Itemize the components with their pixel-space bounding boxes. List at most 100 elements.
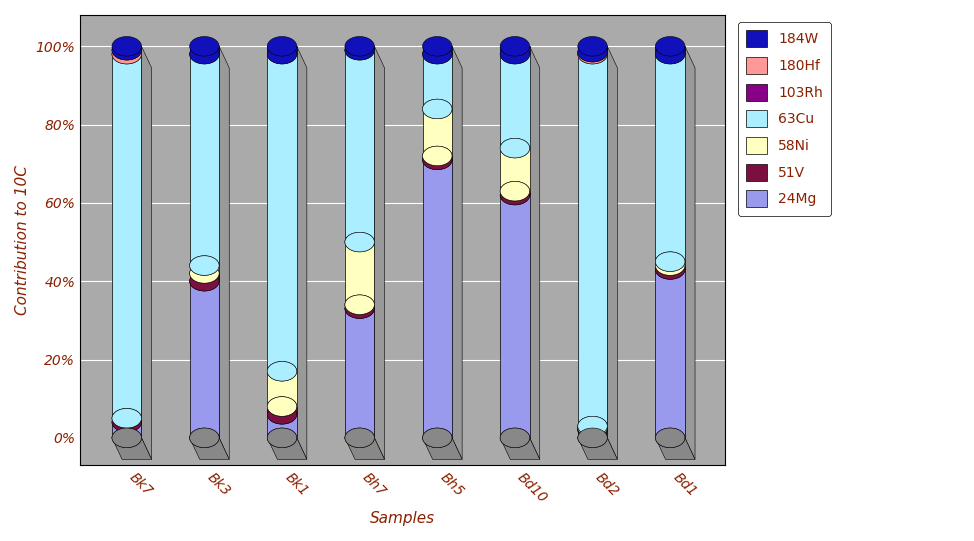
Bar [345, 50, 374, 242]
Bar [656, 269, 685, 438]
Polygon shape [267, 438, 307, 459]
Ellipse shape [423, 99, 452, 118]
Ellipse shape [345, 41, 374, 60]
Ellipse shape [578, 44, 608, 64]
Ellipse shape [578, 37, 608, 56]
Bar [267, 414, 297, 438]
Ellipse shape [112, 412, 141, 432]
Bar [112, 422, 141, 438]
Bar [190, 54, 219, 266]
Ellipse shape [267, 44, 297, 64]
Ellipse shape [578, 44, 608, 64]
Ellipse shape [423, 428, 452, 447]
Polygon shape [423, 438, 462, 459]
Ellipse shape [190, 256, 219, 275]
Polygon shape [219, 47, 229, 459]
Polygon shape [578, 438, 618, 459]
Polygon shape [685, 47, 695, 459]
Bar [501, 148, 530, 191]
Ellipse shape [267, 428, 297, 447]
Ellipse shape [267, 397, 297, 416]
Ellipse shape [345, 37, 374, 56]
Ellipse shape [423, 44, 452, 64]
Ellipse shape [267, 428, 297, 447]
Bar [345, 242, 374, 305]
Ellipse shape [423, 150, 452, 170]
Ellipse shape [112, 41, 141, 60]
Ellipse shape [112, 408, 141, 428]
Ellipse shape [267, 37, 297, 56]
Ellipse shape [656, 37, 685, 56]
Ellipse shape [656, 428, 685, 447]
Ellipse shape [578, 416, 608, 436]
Bar [656, 262, 685, 266]
Ellipse shape [112, 428, 141, 447]
Ellipse shape [578, 428, 608, 447]
Ellipse shape [190, 428, 219, 447]
Bar [267, 47, 297, 54]
Bar [190, 266, 219, 273]
Ellipse shape [578, 428, 608, 447]
Ellipse shape [656, 256, 685, 275]
Bar [578, 52, 608, 54]
Ellipse shape [112, 412, 141, 432]
Ellipse shape [267, 44, 297, 64]
Bar [578, 426, 608, 428]
Ellipse shape [112, 44, 141, 64]
Bar [578, 54, 608, 426]
Ellipse shape [423, 44, 452, 64]
Ellipse shape [501, 181, 530, 201]
Ellipse shape [423, 428, 452, 447]
Polygon shape [297, 47, 307, 459]
Bar [578, 428, 608, 430]
Ellipse shape [190, 256, 219, 275]
Ellipse shape [267, 361, 297, 381]
Bar [112, 418, 141, 422]
Ellipse shape [345, 299, 374, 319]
Bar [501, 47, 530, 54]
Bar [578, 430, 608, 438]
Ellipse shape [423, 37, 452, 56]
Ellipse shape [501, 186, 530, 205]
Ellipse shape [423, 99, 452, 118]
Ellipse shape [578, 418, 608, 438]
Bar [190, 47, 219, 54]
Bar [267, 371, 297, 406]
Polygon shape [608, 47, 618, 459]
Ellipse shape [578, 418, 608, 438]
Ellipse shape [656, 44, 685, 64]
Polygon shape [656, 438, 695, 459]
Bar [190, 281, 219, 438]
Ellipse shape [267, 397, 297, 416]
Ellipse shape [501, 37, 530, 56]
Bar [656, 47, 685, 54]
Ellipse shape [190, 37, 219, 56]
Ellipse shape [267, 405, 297, 424]
Polygon shape [112, 438, 152, 459]
Polygon shape [141, 47, 152, 459]
Bar [423, 54, 452, 109]
Ellipse shape [345, 295, 374, 314]
Bar [578, 47, 608, 52]
Legend: 184W, 180Hf, 103Rh, 63Cu, 58Ni, 51V, 24Mg: 184W, 180Hf, 103Rh, 63Cu, 58Ni, 51V, 24M… [738, 22, 831, 215]
Ellipse shape [112, 37, 141, 56]
Ellipse shape [190, 272, 219, 291]
Polygon shape [190, 438, 229, 459]
Bar [501, 54, 530, 148]
Ellipse shape [345, 428, 374, 447]
Ellipse shape [190, 44, 219, 64]
Ellipse shape [345, 299, 374, 319]
Bar [345, 47, 374, 50]
Ellipse shape [578, 416, 608, 436]
Ellipse shape [501, 428, 530, 447]
Ellipse shape [112, 41, 141, 60]
Bar [267, 54, 297, 371]
Ellipse shape [656, 256, 685, 275]
Ellipse shape [345, 232, 374, 252]
X-axis label: Samples: Samples [370, 511, 435, 526]
Ellipse shape [501, 181, 530, 201]
Polygon shape [374, 47, 385, 459]
Ellipse shape [345, 428, 374, 447]
Bar [267, 406, 297, 414]
Ellipse shape [656, 260, 685, 279]
